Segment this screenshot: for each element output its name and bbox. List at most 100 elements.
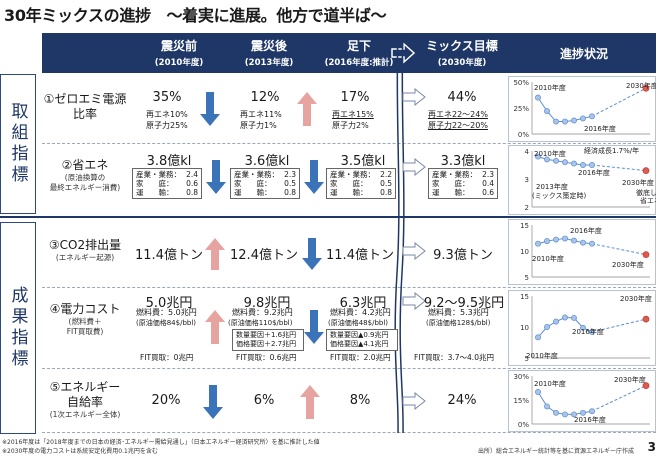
power-cost-2010-fit: FIT買取：0兆円 — [140, 353, 194, 362]
chart-annotation: 2030年度 — [622, 178, 654, 187]
chart-annotation: 2010年度 — [534, 149, 566, 158]
chart-annotation: 2030年度 — [620, 294, 652, 303]
y-tick-label: 2 — [525, 204, 529, 212]
data-point — [535, 94, 541, 101]
data-point — [553, 318, 559, 325]
data-point — [642, 84, 650, 92]
chart-frame — [508, 219, 656, 285]
row-divider — [42, 287, 656, 288]
chart-annotation: 2016年度 — [574, 415, 606, 424]
data-point — [562, 235, 568, 242]
right-arrow-icon — [402, 392, 426, 410]
data-point — [571, 237, 577, 244]
data-point — [580, 115, 586, 122]
co2-2013-value: 12.4億トン — [230, 248, 298, 263]
chart-annotation: 2030年度 — [626, 81, 656, 90]
data-point — [544, 238, 550, 245]
chart-annotation: 2010年度 — [526, 351, 558, 360]
power-cost-2013-value: 9.8兆円 — [243, 296, 291, 311]
row-divider — [42, 368, 656, 369]
projection-line — [591, 243, 647, 256]
chart-annotation: 2016年度 — [584, 124, 616, 133]
footnote-2: ※2030年度の電力コストは系統安定化費用0.1兆円を含む — [2, 448, 158, 455]
y-tick-label: 15 — [520, 222, 529, 230]
zero-emission-2010-nuclear: 原子力25% — [146, 121, 188, 130]
up-arrow-icon — [205, 310, 225, 344]
row-label-energy-saving: ②省エネ (原油換算の 最終エネルギー消費) — [49, 158, 121, 192]
y-tick-label: 5 — [525, 355, 529, 363]
data-point — [562, 159, 568, 166]
data-point — [571, 314, 577, 321]
y-tick-label: 50% — [513, 79, 529, 87]
data-point — [589, 113, 595, 120]
down-arrow-icon — [304, 160, 324, 194]
zero-emission-2013-nuclear: 原子力1% — [240, 121, 277, 130]
energy-saving-2010-value: 3.8億kl — [146, 154, 192, 169]
chart-frame — [508, 76, 656, 142]
up-arrow-icon — [300, 385, 320, 419]
footnote-1: ※2016年度は「2018年度までの日本の経済･エネルギー需給見通し」（日本エネ… — [2, 439, 320, 446]
energy-saving-2030-value: 3.3億kl — [440, 154, 486, 169]
co2-2030-value: 9.3億トン — [433, 248, 493, 263]
chart-annotation: 2010年度 — [534, 379, 566, 388]
row-label-power-cost: ④電力コスト (燃料費＋ FIT買取費) — [49, 302, 121, 336]
data-point — [562, 411, 568, 418]
chart-annotation: 2016年度 — [578, 168, 610, 177]
zero-emission-2030-nuclear: 原子力22～20% — [428, 121, 488, 130]
data-point — [589, 408, 595, 415]
row-divider — [42, 143, 656, 144]
right-arrow-icon — [402, 292, 426, 310]
power-cost-2010-oil: (原油価格84$/bbl) — [136, 319, 197, 327]
chart-annotation: 2016年度 — [570, 226, 602, 235]
group-label-outcome: 成果指標 — [0, 222, 36, 434]
data-point — [589, 329, 595, 335]
page-title: 30年ミックスの進捗 ～着実に進展。他方で道半ば～ — [4, 6, 387, 25]
header-arrow-icon — [391, 42, 416, 64]
co2-2010-value: 11.4億トン — [135, 248, 203, 263]
zero-emission-2016-renewable: 再エネ15% — [332, 110, 374, 119]
data-point — [535, 240, 541, 247]
up-arrow-icon — [205, 238, 225, 270]
chart-energy-saving: 4 3 2 2010年度 経済成長1.7%/年 2016年度 2013年度(ミックス策定時)… — [508, 145, 656, 215]
power-cost-2016-factors: 数量要因▲0.9兆円 価格要因▲4.1兆円 — [326, 329, 398, 351]
data-point — [580, 409, 586, 416]
chart-annotation: 省エネ — [640, 196, 656, 205]
data-point — [553, 409, 559, 416]
down-arrow-icon — [200, 92, 220, 126]
group-divider — [0, 216, 656, 218]
down-arrow-icon — [302, 238, 322, 270]
data-point — [544, 108, 550, 115]
chart-power-cost: 15 10 5 2030年度 2016年度 2010年度 — [508, 290, 656, 366]
chart-self-sufficiency: 30% 15% 0% 2010年度 2030年度 2016年度 — [508, 370, 656, 432]
data-point — [642, 251, 650, 258]
data-point — [544, 324, 550, 330]
energy-saving-2016-breakdown: 産業・業務： 2.2 家 庭： 0.5 運 輸： 0.8 — [326, 168, 396, 199]
right-arrow-icon — [402, 242, 426, 260]
row-label-co2: ③CO2排出量 (エネルギー起源) — [48, 238, 122, 262]
data-point — [544, 156, 550, 163]
data-point — [642, 382, 650, 389]
table-header: 震災前 (2010年度) 震災後 (2013年度) 足下 (2016年度:推計) ミッ… — [42, 33, 656, 73]
data-point — [589, 162, 595, 168]
data-point — [580, 162, 586, 168]
chart-annotation: (ミックス策定時) — [532, 191, 587, 200]
chart-annotation: 2010年度 — [534, 83, 566, 92]
projection-line — [591, 318, 647, 333]
self-sufficiency-2013-value: 6% — [253, 393, 275, 408]
power-cost-2016-oil: (原油価格48$/bbl) — [328, 319, 389, 327]
data-point — [642, 167, 650, 174]
chart-annotation: 2030年度 — [614, 375, 646, 384]
right-arrow-icon — [402, 158, 426, 176]
data-point — [589, 240, 595, 247]
chart-annotation: 2013年度 — [536, 182, 568, 191]
data-point — [562, 118, 568, 125]
energy-saving-2013-breakdown: 産業・業務： 2.3 家 庭： 0.5 運 輸： 0.8 — [230, 168, 300, 199]
self-sufficiency-2016-value: 8% — [349, 393, 371, 408]
chart-annotation: 2030年度 — [612, 260, 644, 269]
data-point — [553, 118, 559, 125]
chart-annotation: 2010年度 — [532, 254, 564, 263]
data-point — [580, 324, 586, 331]
power-cost-2016-fuel: 燃料費：4.2兆円 — [330, 308, 391, 317]
zero-emission-2013-renewable: 再エネ11% — [240, 110, 282, 119]
energy-saving-2013-value: 3.6億kl — [244, 154, 290, 169]
